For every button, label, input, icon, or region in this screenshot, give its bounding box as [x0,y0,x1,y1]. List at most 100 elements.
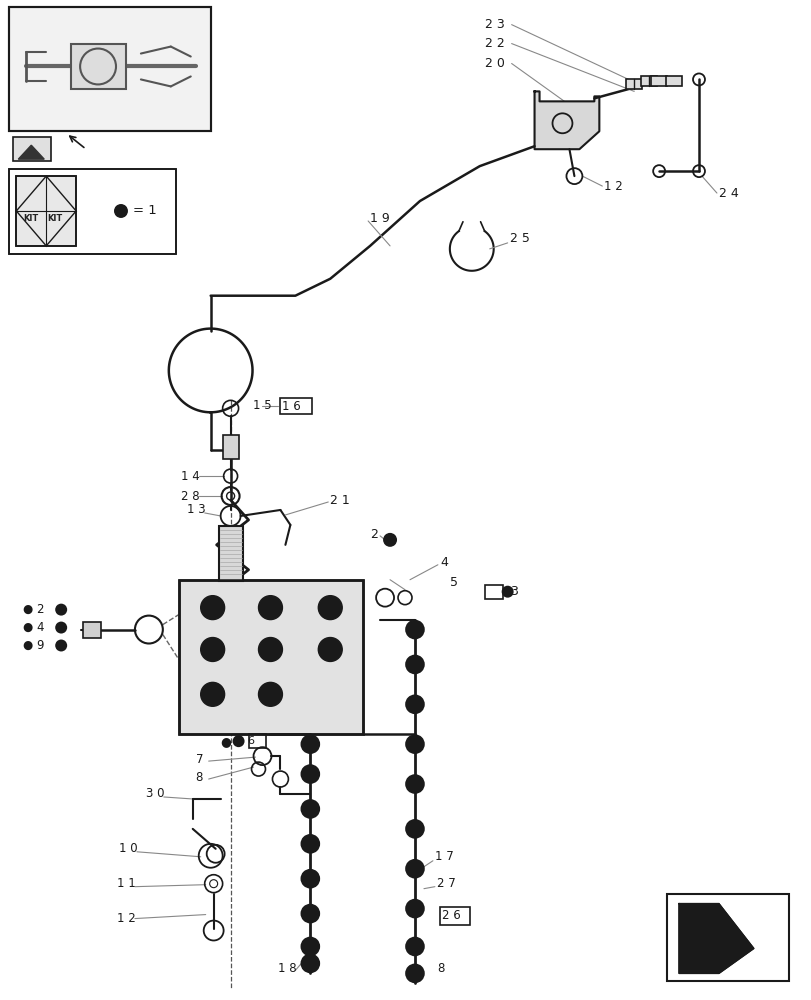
Circle shape [208,603,217,613]
Text: 2 4: 2 4 [718,187,738,200]
Text: 4: 4 [440,556,447,569]
Bar [665,76,681,86]
Circle shape [265,603,275,613]
Bar [650,76,667,86]
Text: 1 2: 1 2 [117,912,135,925]
Circle shape [325,645,335,654]
Bar [10,169,175,254]
Circle shape [406,621,423,639]
Circle shape [383,533,397,547]
Text: 1 8: 1 8 [278,962,297,975]
Text: 8: 8 [436,962,444,975]
Text: ●: ● [221,735,231,748]
Bar [484,585,502,599]
Text: 5: 5 [449,576,457,589]
Text: 2 6: 2 6 [441,909,460,922]
Circle shape [301,835,319,853]
Circle shape [265,689,275,699]
Circle shape [318,596,341,620]
Bar [440,907,470,925]
Text: 8: 8 [195,771,203,784]
Circle shape [301,735,319,753]
Circle shape [301,954,319,972]
Text: 1 1: 1 1 [117,877,135,890]
Circle shape [301,800,319,818]
Text: 2: 2 [370,528,378,541]
Bar [625,79,642,89]
Circle shape [301,870,319,888]
Circle shape [55,640,67,651]
Text: 1 0: 1 0 [119,842,137,855]
Text: 2 3: 2 3 [484,18,504,31]
Bar [83,622,101,638]
Circle shape [406,900,423,918]
Bar [222,435,238,459]
Polygon shape [19,145,44,159]
Bar [10,7,210,131]
Circle shape [55,622,67,634]
Circle shape [258,682,282,706]
Text: 1 9: 1 9 [370,212,389,225]
Circle shape [208,689,217,699]
Circle shape [232,735,244,747]
Circle shape [501,586,513,598]
Bar [16,176,76,246]
Bar [178,580,363,734]
Polygon shape [534,91,599,149]
Bar [178,580,363,734]
Circle shape [406,655,423,673]
Bar [16,176,76,246]
Circle shape [406,695,423,713]
Circle shape [55,604,67,616]
Circle shape [200,638,225,661]
Bar [248,734,266,748]
Circle shape [265,645,275,654]
Text: 1 7: 1 7 [435,850,453,863]
Text: ● 2: ● 2 [24,603,45,616]
Circle shape [406,820,423,838]
Bar [10,7,210,131]
Circle shape [406,860,423,878]
Bar [71,44,126,89]
Circle shape [325,603,335,613]
Text: 1 4: 1 4 [181,470,200,483]
Text: 6: 6 [247,736,254,746]
Circle shape [301,905,319,923]
Text: = 1: = 1 [133,204,157,217]
Text: 1 3: 1 3 [187,503,205,516]
Text: ● 4: ● 4 [24,621,45,634]
Text: 1 6: 1 6 [282,400,301,413]
Circle shape [301,937,319,955]
Text: KIT: KIT [24,214,38,223]
Circle shape [406,937,423,955]
Bar [667,894,787,981]
Circle shape [258,596,282,620]
Text: 1 5: 1 5 [252,399,271,412]
Bar [13,137,51,161]
Text: 2 8: 2 8 [181,490,200,503]
Text: 2 5: 2 5 [509,232,529,245]
Text: 2 2: 2 2 [484,37,504,50]
Circle shape [258,638,282,661]
Text: KIT: KIT [47,214,62,223]
Circle shape [200,682,225,706]
Circle shape [208,645,217,654]
Circle shape [200,596,225,620]
Bar [641,76,656,86]
Circle shape [114,204,128,218]
Text: 2 7: 2 7 [436,877,455,890]
Text: 2 0: 2 0 [484,57,504,70]
Text: 3: 3 [509,585,517,598]
Circle shape [406,964,423,982]
Text: 1 2: 1 2 [603,180,622,193]
Circle shape [406,735,423,753]
Circle shape [318,638,341,661]
Text: ● 9: ● 9 [24,639,45,652]
Bar [10,169,175,254]
Bar [218,526,242,581]
Circle shape [301,765,319,783]
Text: 3 0: 3 0 [146,787,164,800]
Text: 7: 7 [195,753,203,766]
Text: 2 1: 2 1 [330,494,350,507]
Polygon shape [678,904,753,973]
